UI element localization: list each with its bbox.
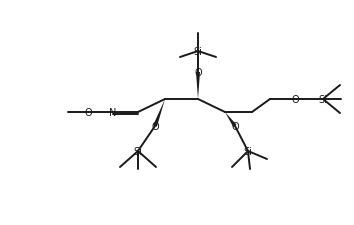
Text: O: O bbox=[291, 94, 299, 105]
Text: O: O bbox=[84, 108, 92, 117]
Text: N: N bbox=[109, 108, 117, 117]
Text: Si: Si bbox=[194, 47, 202, 57]
Text: Si: Si bbox=[133, 146, 142, 156]
Polygon shape bbox=[153, 99, 165, 127]
Text: O: O bbox=[231, 122, 239, 131]
Text: O: O bbox=[194, 68, 202, 78]
Polygon shape bbox=[225, 112, 236, 128]
Text: Si: Si bbox=[244, 146, 252, 156]
Text: Si: Si bbox=[319, 94, 327, 105]
Text: O: O bbox=[151, 122, 159, 131]
Polygon shape bbox=[196, 73, 200, 99]
